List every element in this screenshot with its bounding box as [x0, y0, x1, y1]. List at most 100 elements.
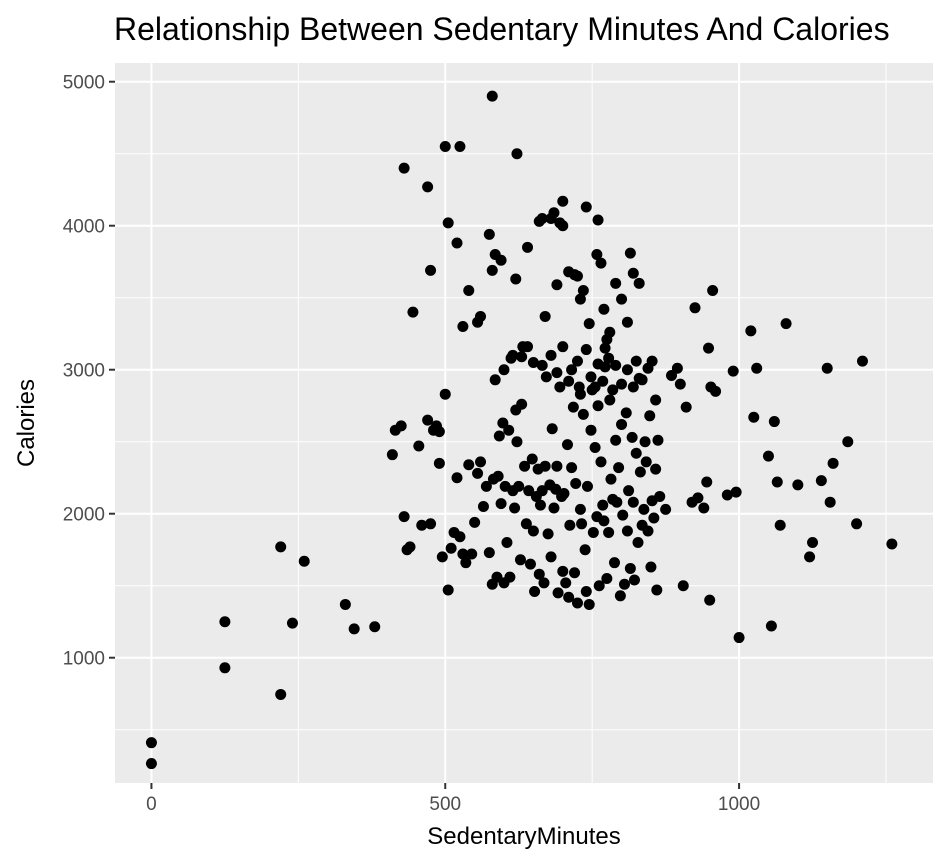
data-point — [534, 499, 546, 511]
y-tick-label: 5000 — [63, 73, 105, 94]
data-point — [638, 503, 650, 515]
data-point — [486, 90, 498, 102]
data-point — [516, 398, 528, 410]
data-point — [677, 580, 689, 592]
data-point — [516, 351, 528, 363]
data-point — [557, 341, 569, 353]
data-point — [557, 195, 569, 207]
data-point — [560, 577, 572, 589]
data-point — [650, 394, 662, 406]
data-point — [552, 587, 564, 599]
data-point — [483, 228, 495, 240]
data-point — [660, 503, 672, 515]
data-point — [585, 371, 597, 383]
data-point — [698, 502, 710, 514]
data-point — [551, 460, 563, 472]
data-point — [589, 441, 601, 453]
data-point — [451, 237, 463, 249]
data-point — [503, 424, 515, 436]
data-point — [298, 555, 310, 567]
data-point — [614, 590, 626, 602]
data-point — [610, 359, 622, 371]
data-point — [554, 381, 566, 393]
data-point — [463, 459, 475, 471]
data-point — [524, 558, 536, 570]
data-point — [475, 310, 487, 322]
data-point — [616, 378, 628, 390]
data-point — [475, 456, 487, 468]
data-point — [539, 310, 551, 322]
data-point — [348, 623, 360, 635]
data-point — [671, 362, 683, 374]
data-point — [610, 277, 622, 289]
data-point — [623, 485, 635, 497]
data-point — [621, 525, 633, 537]
data-point — [771, 476, 783, 488]
data-point — [511, 148, 523, 160]
data-point — [856, 355, 868, 367]
data-point — [821, 362, 833, 374]
data-point — [613, 462, 625, 474]
data-point — [538, 577, 550, 589]
data-point — [510, 273, 522, 285]
data-point — [404, 541, 416, 553]
data-point — [704, 594, 716, 606]
data-point — [557, 220, 569, 232]
data-point — [286, 617, 298, 629]
data-point — [689, 302, 701, 314]
x-axis-title: SedentaryMinutes — [427, 823, 620, 850]
data-point — [495, 498, 507, 510]
data-point — [745, 325, 757, 337]
data-point — [581, 480, 593, 492]
data-point — [636, 374, 648, 386]
data-point — [768, 416, 780, 428]
data-point — [710, 385, 722, 397]
data-point — [607, 384, 619, 396]
y-axis: 1000 2000 3000 4000 5000 — [63, 73, 115, 670]
data-point — [674, 378, 686, 390]
data-point — [546, 423, 558, 435]
data-point — [498, 364, 510, 376]
data-point — [618, 578, 630, 590]
data-point — [422, 414, 434, 426]
data-point — [634, 466, 646, 478]
data-point — [630, 447, 642, 459]
data-point — [751, 362, 763, 374]
data-point — [707, 285, 719, 297]
y-tick-label: 2000 — [63, 505, 105, 526]
data-point — [454, 141, 466, 153]
data-point — [398, 162, 410, 174]
data-point — [493, 430, 505, 442]
data-point — [422, 181, 434, 193]
data-point — [604, 326, 616, 338]
data-point — [533, 568, 545, 580]
data-point — [886, 538, 898, 550]
data-point — [587, 526, 599, 538]
data-point — [583, 318, 595, 330]
data-point — [483, 547, 495, 559]
data-point — [632, 537, 644, 549]
data-point — [595, 456, 607, 468]
data-point — [504, 571, 516, 583]
data-point — [579, 544, 591, 556]
data-point — [577, 285, 589, 297]
data-point — [457, 321, 469, 333]
data-point — [620, 407, 632, 419]
data-point — [442, 584, 454, 596]
data-point — [463, 285, 475, 297]
data-point — [605, 473, 617, 485]
data-point — [616, 293, 628, 305]
data-point — [407, 306, 419, 318]
data-point — [489, 374, 501, 386]
data-point — [599, 342, 611, 354]
data-point — [451, 472, 463, 484]
data-point — [610, 434, 622, 446]
data-point — [576, 518, 588, 530]
data-point — [439, 388, 451, 400]
data-point — [539, 460, 551, 472]
data-point — [851, 518, 863, 530]
data-point — [536, 485, 548, 497]
data-point — [466, 548, 478, 560]
data-point — [219, 616, 231, 628]
data-point — [645, 561, 657, 573]
